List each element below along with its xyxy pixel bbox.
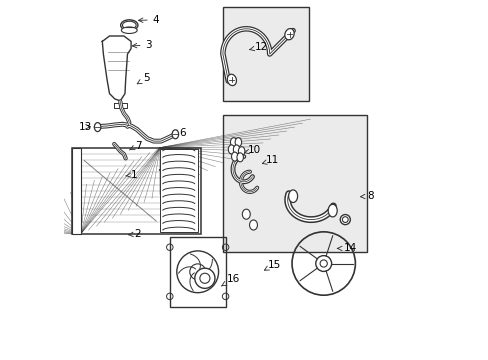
Ellipse shape (231, 152, 238, 161)
Ellipse shape (249, 220, 257, 230)
Text: 14: 14 (337, 243, 356, 253)
Text: 8: 8 (360, 191, 373, 201)
Text: 1: 1 (125, 170, 138, 180)
Ellipse shape (230, 138, 237, 147)
Text: 6: 6 (172, 128, 186, 138)
Bar (72, 148, 201, 234)
Circle shape (315, 256, 331, 271)
Circle shape (320, 260, 326, 267)
Bar (160, 149, 197, 232)
Ellipse shape (340, 215, 349, 225)
Ellipse shape (122, 21, 136, 29)
Text: 2: 2 (159, 164, 172, 174)
Ellipse shape (228, 145, 234, 154)
Ellipse shape (288, 190, 297, 202)
Ellipse shape (121, 20, 138, 31)
Text: 12: 12 (249, 42, 268, 52)
Ellipse shape (237, 153, 243, 162)
Ellipse shape (233, 145, 239, 154)
Text: 15: 15 (264, 260, 281, 270)
Ellipse shape (284, 28, 294, 40)
Bar (223, 115, 366, 252)
Text: 2: 2 (128, 229, 141, 239)
Bar (223, 7, 309, 101)
Ellipse shape (172, 130, 178, 139)
Text: 10: 10 (244, 145, 261, 155)
Circle shape (200, 273, 209, 283)
Text: 3: 3 (132, 40, 152, 50)
Bar (72, 148, 81, 234)
Ellipse shape (342, 217, 347, 222)
Ellipse shape (327, 204, 337, 217)
Ellipse shape (242, 209, 250, 219)
Text: 16: 16 (221, 274, 239, 286)
Text: 11: 11 (262, 155, 279, 165)
Text: 4: 4 (138, 15, 159, 25)
Ellipse shape (94, 122, 101, 131)
Ellipse shape (227, 74, 236, 86)
Ellipse shape (235, 138, 241, 147)
Text: 5: 5 (137, 73, 149, 84)
Ellipse shape (121, 27, 137, 33)
Text: 13: 13 (79, 122, 92, 132)
Circle shape (194, 268, 215, 288)
Bar (169, 237, 225, 307)
Ellipse shape (238, 147, 244, 156)
Text: 9: 9 (230, 139, 237, 149)
Text: 7: 7 (129, 141, 141, 151)
